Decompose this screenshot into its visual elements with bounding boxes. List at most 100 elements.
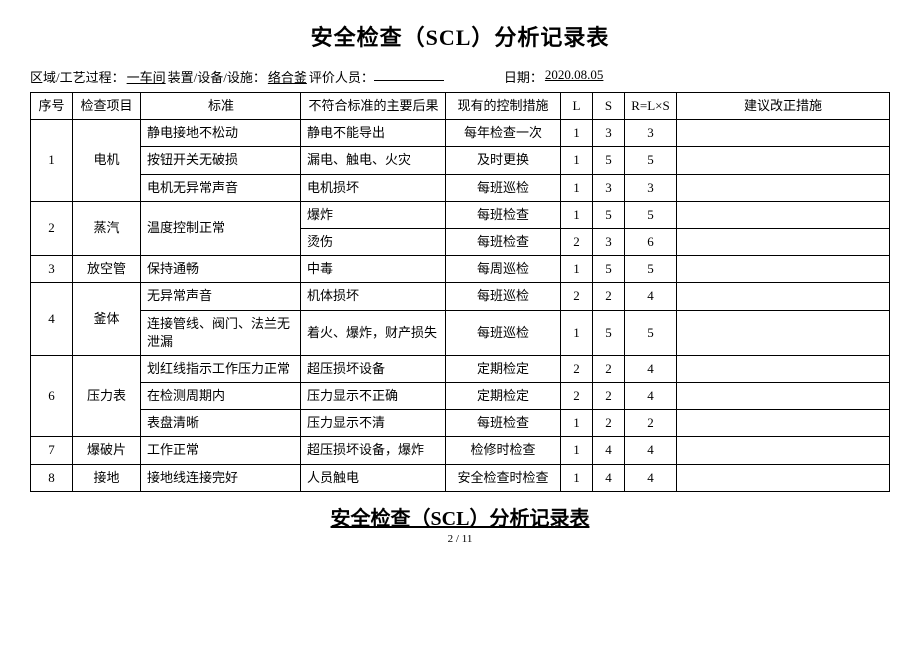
cell-sugg (677, 174, 890, 201)
date-value: 2020.08.05 (543, 67, 606, 86)
hdr-conseq: 不符合标准的主要后果 (301, 93, 446, 120)
cell-item: 电机 (73, 120, 141, 202)
cell-seq: 2 (31, 201, 73, 255)
cell-conseq: 超压损坏设备，爆炸 (301, 437, 446, 464)
cell-conseq: 机体损坏 (301, 283, 446, 310)
hdr-r: R=L×S (625, 93, 677, 120)
table-row: 2蒸汽温度控制正常爆炸每班检查155 (31, 201, 890, 228)
cell-conseq: 中毒 (301, 256, 446, 283)
meta-row: 区域/工艺过程： 一车间 装置/设备/设施： 络合釜 评价人员： 日期： 202… (30, 67, 890, 86)
equip-label: 装置/设备/设施： (168, 67, 266, 86)
cell-std: 接地线连接完好 (141, 464, 301, 491)
cell-l: 1 (561, 464, 593, 491)
cell-std: 工作正常 (141, 437, 301, 464)
cell-std: 在检测周期内 (141, 383, 301, 410)
table-row: 4釜体无异常声音机体损坏每班巡检224 (31, 283, 890, 310)
cell-item: 蒸汽 (73, 201, 141, 255)
table-row: 7爆破片工作正常超压损坏设备，爆炸检修时检查144 (31, 437, 890, 464)
cell-s: 4 (593, 464, 625, 491)
cell-item: 放空管 (73, 256, 141, 283)
hdr-l: L (561, 93, 593, 120)
cell-ctrl: 检修时检查 (446, 437, 561, 464)
cell-l: 2 (561, 228, 593, 255)
cell-s: 3 (593, 174, 625, 201)
cell-conseq: 超压损坏设备 (301, 355, 446, 382)
cell-conseq: 人员触电 (301, 464, 446, 491)
cell-s: 4 (593, 437, 625, 464)
cell-s: 3 (593, 120, 625, 147)
cell-sugg (677, 256, 890, 283)
cell-ctrl: 每周巡检 (446, 256, 561, 283)
page-title: 安全检查（SCL）分析记录表 (30, 20, 890, 52)
hdr-std: 标准 (141, 93, 301, 120)
cell-seq: 4 (31, 283, 73, 356)
table-row: 在检测周期内压力显示不正确定期检定224 (31, 383, 890, 410)
hdr-seq: 序号 (31, 93, 73, 120)
cell-r: 3 (625, 174, 677, 201)
table-row: 按钮开关无破损漏电、触电、火灾及时更换155 (31, 147, 890, 174)
cell-item: 压力表 (73, 355, 141, 437)
footer-title: 安全检查（SCL）分析记录表 (30, 502, 890, 531)
table-row: 3放空管保持通畅中毒每周巡检155 (31, 256, 890, 283)
cell-l: 2 (561, 383, 593, 410)
cell-r: 4 (625, 283, 677, 310)
cell-sugg (677, 147, 890, 174)
hdr-ctrl: 现有的控制措施 (446, 93, 561, 120)
cell-conseq: 压力显示不正确 (301, 383, 446, 410)
cell-s: 5 (593, 256, 625, 283)
cell-ctrl: 每班检查 (446, 201, 561, 228)
table-row: 1电机静电接地不松动静电不能导出每年检查一次133 (31, 120, 890, 147)
cell-l: 1 (561, 174, 593, 201)
cell-r: 2 (625, 410, 677, 437)
cell-seq: 8 (31, 464, 73, 491)
cell-ctrl: 安全检查时检查 (446, 464, 561, 491)
area-value: 一车间 (125, 67, 168, 86)
cell-sugg (677, 228, 890, 255)
table-body: 1电机静电接地不松动静电不能导出每年检查一次133按钮开关无破损漏电、触电、火灾… (31, 120, 890, 492)
page-number: 2 / 11 (30, 533, 890, 545)
hdr-sugg: 建议改正措施 (677, 93, 890, 120)
cell-std: 划红线指示工作压力正常 (141, 355, 301, 382)
cell-r: 5 (625, 310, 677, 355)
cell-std: 表盘清晰 (141, 410, 301, 437)
cell-ctrl: 定期检定 (446, 355, 561, 382)
cell-r: 4 (625, 437, 677, 464)
cell-ctrl: 每班检查 (446, 410, 561, 437)
cell-r: 4 (625, 355, 677, 382)
cell-l: 1 (561, 201, 593, 228)
cell-sugg (677, 410, 890, 437)
cell-l: 2 (561, 283, 593, 310)
cell-conseq: 烫伤 (301, 228, 446, 255)
date-label: 日期： (504, 67, 543, 86)
table-row: 6压力表划红线指示工作压力正常超压损坏设备定期检定224 (31, 355, 890, 382)
cell-l: 1 (561, 437, 593, 464)
cell-seq: 1 (31, 120, 73, 202)
cell-sugg (677, 383, 890, 410)
cell-ctrl: 定期检定 (446, 383, 561, 410)
cell-s: 5 (593, 201, 625, 228)
table-row: 电机无异常声音电机损坏每班巡检133 (31, 174, 890, 201)
cell-sugg (677, 283, 890, 310)
cell-item: 接地 (73, 464, 141, 491)
cell-l: 1 (561, 147, 593, 174)
cell-conseq: 电机损坏 (301, 174, 446, 201)
cell-std: 电机无异常声音 (141, 174, 301, 201)
cell-r: 4 (625, 464, 677, 491)
table-row: 8接地接地线连接完好人员触电安全检查时检查144 (31, 464, 890, 491)
table-row: 连接管线、阀门、法兰无泄漏着火、爆炸，财产损失每班巡检155 (31, 310, 890, 355)
cell-sugg (677, 201, 890, 228)
cell-l: 2 (561, 355, 593, 382)
cell-ctrl: 每年检查一次 (446, 120, 561, 147)
cell-l: 1 (561, 410, 593, 437)
cell-l: 1 (561, 310, 593, 355)
cell-r: 5 (625, 201, 677, 228)
eval-label: 评价人员： (309, 67, 374, 86)
area-label: 区域/工艺过程： (30, 67, 125, 86)
cell-item: 釜体 (73, 283, 141, 356)
table-header-row: 序号 检查项目 标准 不符合标准的主要后果 现有的控制措施 L S R=L×S … (31, 93, 890, 120)
eval-blank (374, 67, 444, 81)
cell-conseq: 静电不能导出 (301, 120, 446, 147)
cell-sugg (677, 120, 890, 147)
cell-ctrl: 及时更换 (446, 147, 561, 174)
hdr-item: 检查项目 (73, 93, 141, 120)
